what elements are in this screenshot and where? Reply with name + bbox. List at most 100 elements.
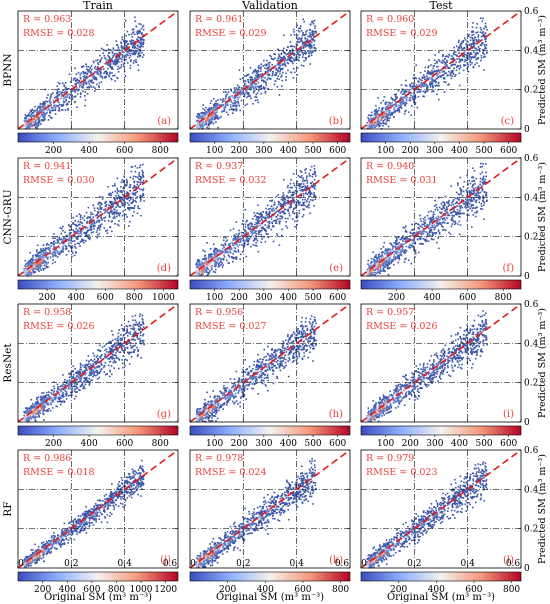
data-point	[411, 88, 413, 90]
data-point	[217, 263, 220, 265]
data-point	[72, 240, 74, 243]
data-point	[302, 33, 304, 36]
data-point	[285, 72, 287, 75]
data-point	[96, 59, 99, 61]
data-point	[196, 113, 199, 115]
data-point	[466, 67, 469, 70]
data-point	[246, 219, 248, 222]
data-point	[97, 219, 99, 222]
data-point	[84, 99, 87, 101]
data-point	[54, 246, 56, 248]
data-point	[105, 205, 107, 207]
data-point	[397, 108, 399, 110]
data-point	[218, 265, 220, 267]
data-point	[284, 59, 286, 61]
data-point	[205, 120, 207, 122]
data-point	[235, 101, 237, 103]
data-point	[58, 252, 61, 255]
data-point	[35, 258, 38, 260]
data-point	[34, 271, 36, 273]
data-point	[28, 124, 31, 127]
data-point	[121, 58, 123, 60]
data-point	[270, 55, 272, 58]
data-point	[274, 57, 276, 60]
data-point	[85, 63, 87, 65]
data-point	[49, 256, 52, 258]
data-point	[99, 228, 101, 231]
data-point	[452, 69, 454, 72]
data-point	[375, 108, 378, 111]
data-point	[245, 230, 247, 233]
data-point	[59, 251, 61, 253]
data-point	[293, 71, 296, 74]
data-point	[42, 262, 44, 265]
data-point	[63, 237, 65, 239]
data-point	[71, 245, 73, 247]
data-point	[34, 105, 36, 108]
data-point	[424, 84, 426, 87]
data-point	[405, 102, 408, 105]
data-point	[426, 85, 429, 88]
data-point	[104, 216, 107, 219]
data-point	[139, 31, 142, 33]
data-point	[302, 195, 305, 197]
data-point	[136, 183, 138, 186]
data-point	[234, 92, 237, 95]
data-point	[269, 61, 271, 64]
data-point	[200, 125, 202, 128]
data-point	[117, 190, 120, 193]
data-point	[436, 65, 439, 68]
data-point	[73, 245, 76, 248]
data-point	[475, 47, 477, 50]
colorbar-tick-label: 400	[81, 146, 98, 156]
data-point	[234, 97, 236, 100]
data-point	[60, 251, 62, 254]
data-point	[283, 34, 285, 37]
data-point	[109, 65, 112, 68]
data-point	[238, 244, 241, 246]
data-point	[46, 252, 48, 254]
data-point	[214, 271, 217, 274]
data-point	[301, 215, 304, 218]
data-point	[309, 193, 312, 196]
data-point	[438, 51, 440, 53]
data-point	[240, 99, 243, 102]
data-point	[63, 239, 66, 242]
data-point	[280, 67, 283, 70]
data-point	[243, 95, 246, 98]
data-point	[289, 45, 292, 48]
data-point	[314, 173, 316, 175]
data-point	[123, 40, 125, 42]
data-point	[84, 76, 87, 79]
data-point	[236, 243, 238, 246]
data-point	[256, 76, 258, 78]
data-point	[280, 76, 282, 78]
data-point	[448, 70, 450, 73]
data-point	[278, 222, 281, 225]
data-point	[38, 262, 41, 264]
data-point	[277, 200, 280, 203]
data-point	[392, 116, 395, 118]
data-point	[311, 181, 314, 183]
data-point	[437, 68, 440, 71]
data-point	[414, 76, 416, 79]
data-point	[212, 270, 215, 273]
data-point	[287, 184, 289, 187]
data-point	[240, 91, 242, 94]
data-point	[255, 221, 257, 224]
data-point	[308, 29, 311, 31]
data-point	[41, 260, 44, 263]
data-point	[56, 252, 59, 254]
data-point	[482, 48, 484, 51]
data-point	[276, 59, 278, 62]
data-point	[211, 268, 213, 271]
data-point	[478, 65, 480, 67]
data-point	[132, 41, 135, 44]
data-point	[480, 57, 483, 59]
colorbar	[189, 132, 351, 143]
data-point	[369, 123, 372, 126]
data-point	[87, 69, 90, 71]
data-point	[122, 47, 124, 50]
data-point	[211, 114, 214, 117]
